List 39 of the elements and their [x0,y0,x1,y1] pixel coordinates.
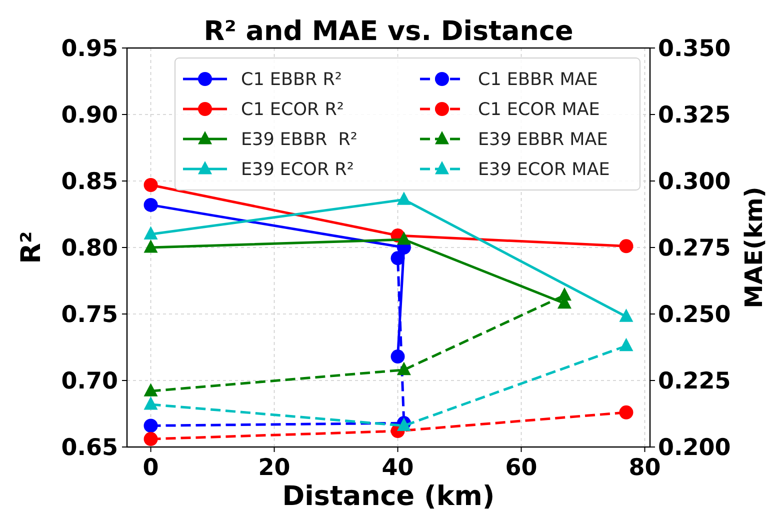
y-axis-title: R² [16,231,47,264]
y-tick-label: 0.95 [61,36,118,62]
legend-label: E39 ECOR MAE [478,160,610,180]
x-tick-label: 40 [382,455,414,481]
y2-tick-label: 0.250 [658,302,731,328]
y2-tick-label: 0.225 [658,368,731,395]
point [144,198,158,212]
point [619,239,634,254]
legend-label: E39 ECOR R² [241,160,354,180]
y2-axis-title: MAE(km) [740,186,768,308]
y-tick-label: 0.85 [61,169,118,196]
y2-tick-label: 0.200 [658,435,731,462]
x-axis-title: Distance (km) [282,481,495,510]
point [144,226,158,240]
point [396,192,411,205]
legend-label: E39 EBBR R² [241,130,358,150]
y2-tick-label: 0.275 [658,236,731,262]
legend-label: C1 ECOR MAE [478,100,600,120]
legend-label: C1 EBBR R² [241,70,342,90]
chart-title: R² and MAE vs. Distance [204,16,574,47]
y-tick-label: 0.75 [61,302,118,328]
point [144,178,158,192]
x-tick-label: 80 [628,455,661,481]
x-tick-label: 60 [505,455,538,481]
y2-tick-label: 0.325 [658,102,731,129]
y-tick-label: 0.65 [61,435,118,462]
x-tick-label: 20 [258,455,290,481]
y-tick-label: 0.70 [61,368,118,395]
legend-label: C1 ECOR R² [241,100,344,120]
y2-tick-label: 0.300 [658,169,731,196]
point [144,239,158,253]
legend-label: C1 EBBR MAE [478,70,598,90]
y-tick-label: 0.80 [61,236,118,262]
point [619,308,634,322]
y2-tick-label: 0.350 [658,36,731,62]
y-tick-label: 0.90 [61,102,118,129]
point [396,231,411,245]
x-tick-label: 0 [142,455,159,481]
legend-label: E39 EBBR MAE [478,130,608,150]
